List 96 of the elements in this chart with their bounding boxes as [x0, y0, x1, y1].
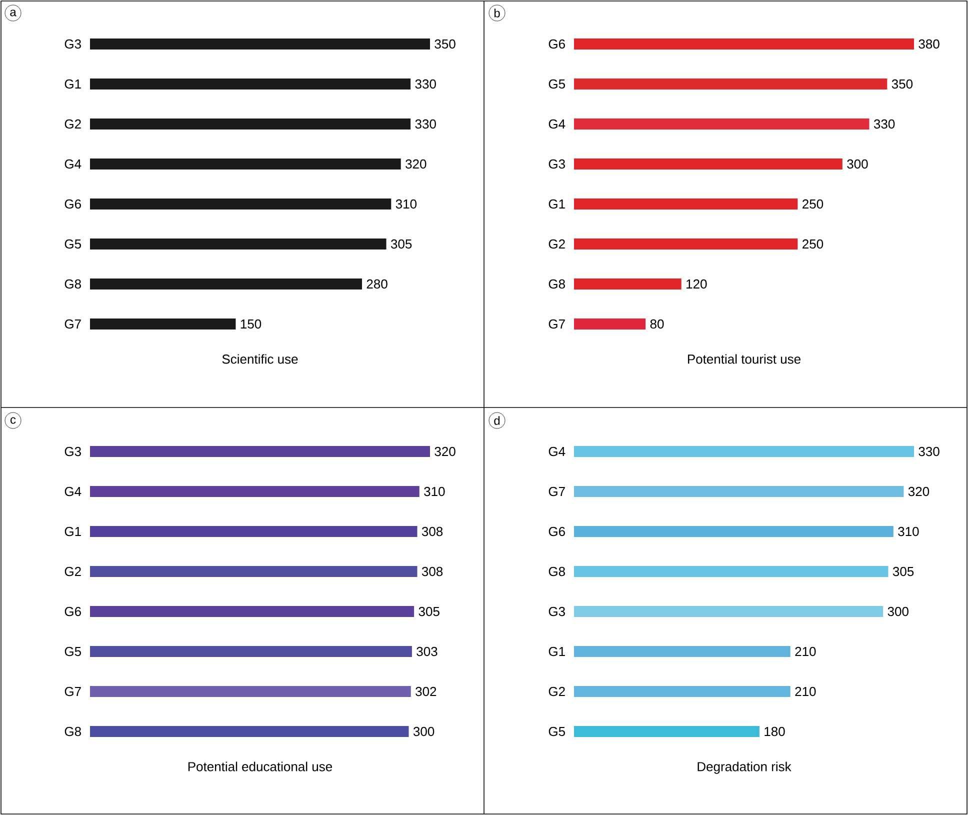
data-label: 300 — [888, 606, 908, 616]
y-tick-label: G3 — [64, 39, 81, 49]
data-label: 120 — [686, 279, 707, 289]
y-tick-label: G4 — [548, 119, 566, 129]
text: c — [10, 417, 16, 424]
bar — [574, 238, 798, 250]
y-tick-label: G4 — [64, 486, 82, 496]
data-label: 305 — [418, 606, 440, 616]
y-tick-label: G2 — [64, 119, 81, 129]
y-tick-label: G1 — [548, 199, 565, 209]
bar — [574, 278, 682, 290]
bar — [574, 198, 798, 210]
y-tick-label: G1 — [64, 526, 81, 536]
y-tick-label: G2 — [548, 686, 565, 696]
data-label: 250 — [802, 239, 824, 249]
bar — [574, 726, 760, 738]
y-tick-label: G3 — [548, 159, 565, 169]
data-label: 300 — [413, 726, 434, 736]
data-label: 250 — [802, 199, 824, 209]
x-axis-title: Degradation risk — [698, 762, 792, 774]
data-label: 210 — [795, 686, 816, 696]
y-tick-label: G8 — [548, 566, 565, 576]
data-label: 350 — [434, 39, 456, 49]
data-label: 330 — [415, 119, 436, 129]
data-label: 310 — [396, 199, 417, 209]
y-tick-label: G1 — [64, 79, 81, 89]
bar — [574, 158, 842, 170]
data-label: 280 — [366, 279, 388, 289]
y-tick-label: G5 — [548, 726, 565, 736]
y-tick-label: G7 — [64, 686, 81, 696]
y-tick-label: G2 — [548, 239, 565, 249]
bar — [90, 78, 411, 90]
bar — [574, 566, 888, 578]
data-label: 350 — [892, 79, 913, 89]
y-tick-label: G6 — [548, 39, 565, 49]
data-label: 150 — [240, 319, 262, 329]
data-label: 303 — [416, 646, 438, 656]
y-tick-label: G5 — [64, 646, 81, 656]
data-label: 180 — [764, 726, 785, 736]
data-label: 320 — [908, 486, 930, 496]
y-tick-label: G3 — [64, 446, 81, 456]
y-tick-label: G6 — [548, 526, 565, 536]
y-tick-label: G7 — [548, 319, 565, 329]
bar — [574, 606, 884, 618]
y-tick-label: G7 — [64, 319, 81, 329]
bar — [574, 318, 646, 330]
bar — [90, 118, 411, 130]
bar — [574, 526, 894, 538]
x-axis-title: Potential tourist use — [688, 354, 800, 364]
data-label: 310 — [898, 526, 919, 536]
data-label: 320 — [434, 446, 456, 456]
x-axis-title: Scientific use — [222, 354, 298, 364]
x-axis-title: Potential educational use — [188, 762, 332, 772]
data-label: 305 — [892, 566, 914, 576]
text: d — [494, 416, 500, 425]
data-label: 300 — [847, 159, 868, 169]
bar — [574, 446, 914, 458]
data-label: 308 — [422, 566, 443, 576]
y-tick-label: G4 — [548, 446, 566, 456]
bar — [90, 318, 236, 330]
bar — [90, 158, 401, 170]
y-tick-label: G3 — [548, 606, 565, 616]
data-label: 330 — [415, 79, 436, 89]
y-tick-label: G8 — [64, 279, 81, 289]
bar — [90, 238, 386, 250]
bar — [90, 278, 362, 290]
y-tick-label: G8 — [64, 726, 81, 736]
bar — [574, 118, 870, 130]
y-tick-label: G2 — [64, 566, 81, 576]
y-tick-label: G5 — [548, 79, 565, 89]
data-label: 210 — [795, 646, 816, 656]
bar — [574, 686, 790, 698]
y-tick-label: G1 — [548, 646, 565, 656]
bar — [574, 38, 914, 50]
data-label: 302 — [416, 686, 436, 696]
data-label: 380 — [918, 39, 940, 49]
text: a — [10, 10, 16, 16]
y-tick-label: G4 — [64, 159, 82, 169]
data-label: 310 — [424, 486, 445, 496]
bar — [90, 198, 392, 210]
data-label: 330 — [918, 446, 940, 456]
text: b — [494, 8, 500, 18]
data-label: 305 — [390, 239, 412, 249]
data-label: 308 — [422, 526, 443, 536]
bar — [574, 78, 888, 90]
y-tick-label: G6 — [64, 199, 81, 209]
y-tick-label: G7 — [548, 486, 565, 496]
data-label: 330 — [874, 119, 895, 129]
data-label: 80 — [650, 319, 664, 329]
bar — [574, 646, 790, 658]
y-tick-label: G8 — [548, 279, 565, 289]
bar — [90, 38, 430, 50]
bar — [574, 486, 904, 498]
y-tick-label: G5 — [64, 239, 81, 249]
y-tick-label: G6 — [64, 606, 81, 616]
data-label: 320 — [406, 159, 426, 169]
